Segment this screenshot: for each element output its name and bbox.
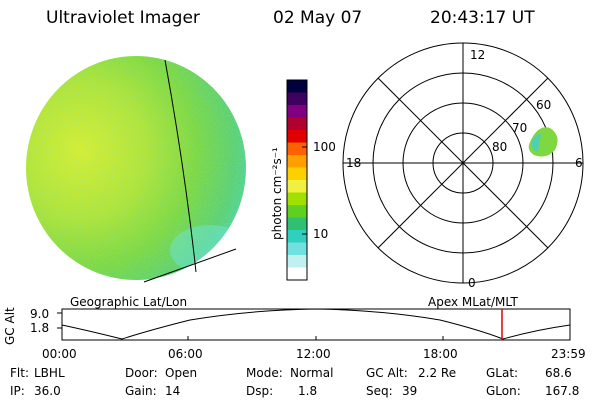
gain-value: 14: [165, 384, 181, 398]
mlt-label-12: 12: [470, 48, 486, 62]
door-value: Open: [165, 366, 198, 380]
colorbar-band: [287, 267, 307, 281]
mlt-label-18: 18: [346, 156, 362, 170]
colorbar-band: [287, 142, 307, 156]
colorbar-band: [287, 92, 307, 106]
seq-value: 39: [402, 384, 418, 398]
gain-label: Gain:: [125, 384, 157, 398]
dsp-value: 1.8: [298, 384, 318, 398]
colorbar-band: [287, 105, 307, 118]
ip-value: 36.0: [34, 384, 61, 398]
gcalt-label: GC Alt:: [366, 366, 408, 380]
dsp-label: Dsp:: [246, 384, 274, 398]
colorbar-band: [287, 180, 307, 193]
timeline-left-label: Geographic Lat/Lon: [70, 295, 188, 309]
terminator-line: [164, 59, 197, 273]
timeline-right-label: Apex MLat/MLT: [428, 295, 518, 309]
glon-value: 167.8: [545, 384, 580, 398]
colorbar-band: [287, 217, 307, 231]
glat-value: 68.6: [545, 366, 572, 380]
flt-label: Flt:: [10, 366, 29, 380]
colorbar-band: [287, 80, 307, 93]
colorbar-band: [287, 192, 307, 206]
mlt-label-6: 6: [575, 156, 583, 170]
date-label: 02 May 07: [273, 8, 363, 28]
colorbar-band: [287, 230, 307, 243]
colorbar-band: [287, 130, 307, 143]
timeline-xtick-2359: 23:59: [551, 347, 586, 361]
timeline-ytick-9: 9.0: [30, 307, 50, 321]
colorbar-frame: [286, 79, 308, 281]
colorbar-band: [287, 205, 307, 218]
time-label: 20:43:17 UT: [430, 8, 535, 28]
lat-label-70: 70: [512, 121, 528, 135]
lat-label-80: 80: [492, 140, 508, 154]
colorbar-units-label: photon cm⁻²s⁻¹: [270, 147, 284, 240]
colorbar-band: [287, 155, 307, 168]
polar-plot: [342, 42, 584, 284]
mode-value: Normal: [290, 366, 334, 380]
colorbar-tick-10-label: 10: [313, 227, 329, 241]
timeline-xtick-0600: 06:00: [168, 347, 203, 361]
colorbar-tick-100-label: 100: [313, 140, 336, 154]
timeline-xtick-1200: 12:00: [296, 347, 331, 361]
timeline-xtick-0000: 00:00: [42, 347, 77, 361]
timeline-xtick-1800: 18:00: [423, 347, 458, 361]
gcalt-value: 2.2 Re: [418, 366, 457, 380]
colorbar: [286, 79, 308, 281]
colorbar-band: [287, 167, 307, 181]
door-label: Door:: [125, 366, 158, 380]
flt-value: LBHL: [34, 366, 65, 380]
horizon-line: [143, 248, 237, 283]
seq-label: Seq:: [366, 384, 393, 398]
mlt-label-0: 0: [468, 276, 476, 290]
ip-label: IP:: [10, 384, 25, 398]
instrument-title: Ultraviolet Imager: [46, 8, 200, 28]
timeline-ylabel: GC Alt: [3, 307, 17, 345]
earth-image: [26, 56, 246, 280]
colorbar-band: [287, 117, 307, 131]
timeline-ytick-1.8: 1.8: [30, 321, 50, 335]
glon-label: GLon:: [486, 384, 521, 398]
auroral-emission: [528, 127, 558, 157]
colorbar-band: [287, 242, 307, 256]
glat-label: GLat:: [486, 366, 519, 380]
mode-label: Mode:: [246, 366, 283, 380]
altitude-timeline: [57, 308, 571, 341]
colorbar-band: [287, 255, 307, 268]
lat-label-60: 60: [536, 98, 552, 112]
